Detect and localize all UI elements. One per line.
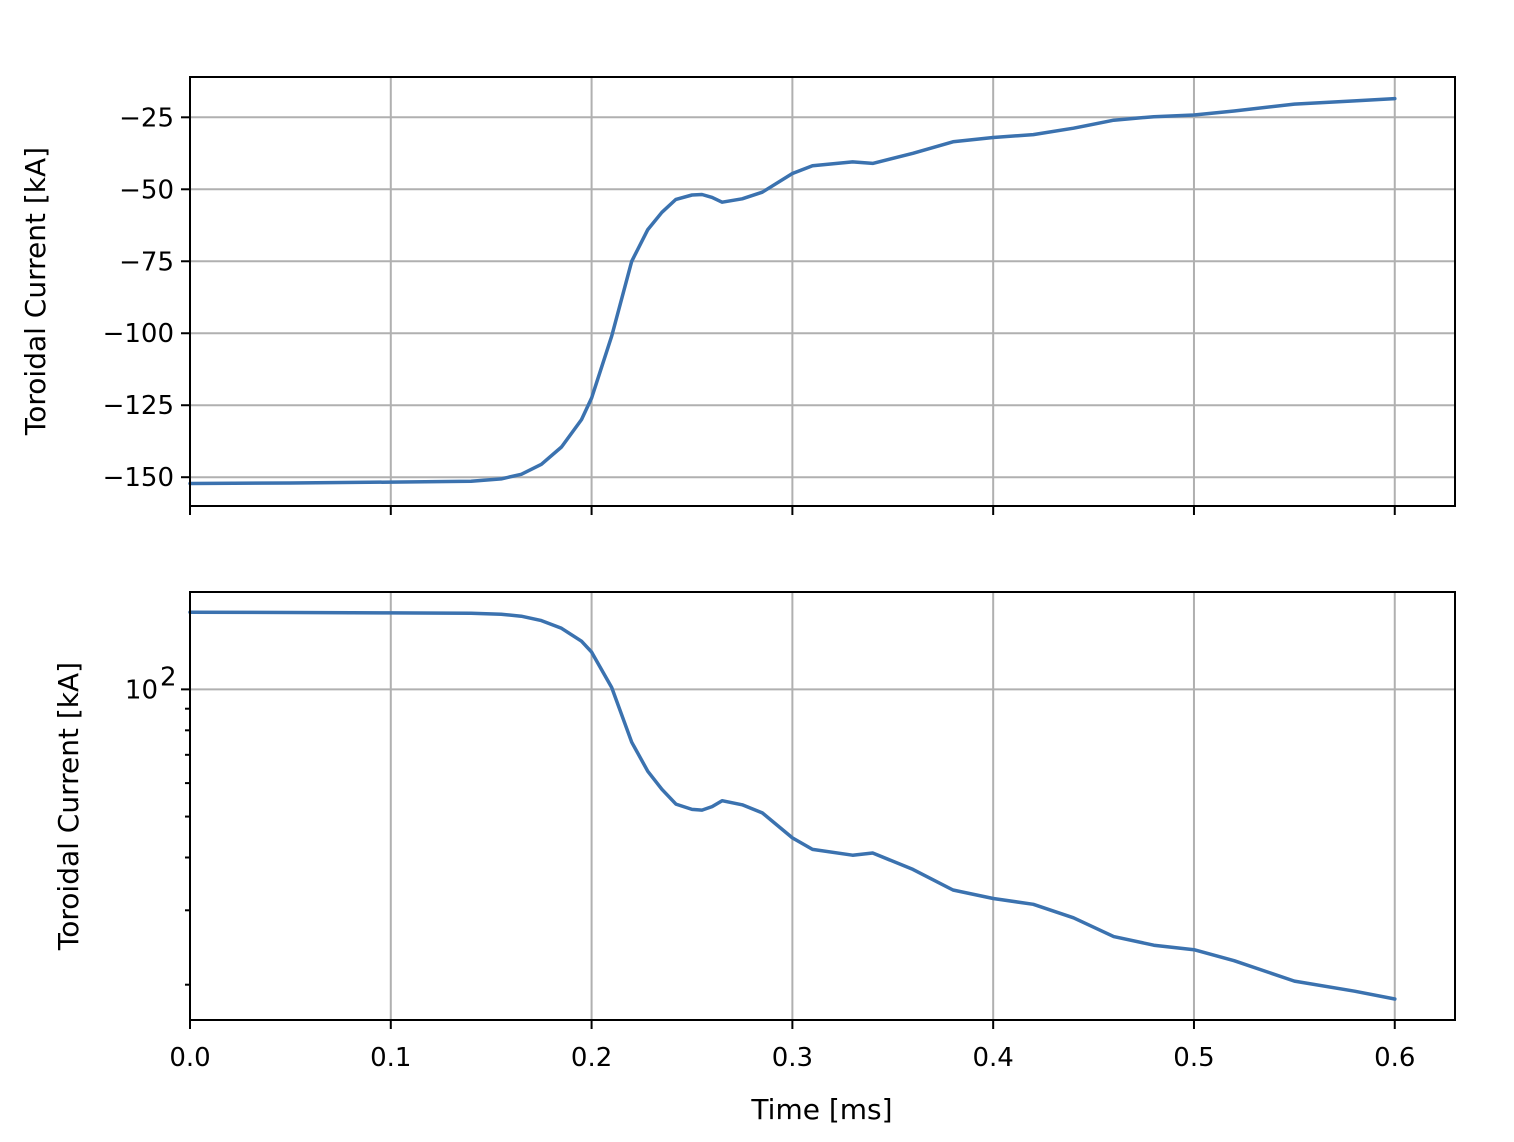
x-axis-label: Time [ms] (750, 1093, 892, 1126)
bottom-panel-log: 0.0 0.1 0.2 0.3 0.4 0.5 0.6 10 2 (125, 591, 1456, 1073)
top-panel-linear: −25 −50 −75 −100 −125 −150 (103, 76, 1456, 515)
top-y-tick-label: −75 (119, 247, 174, 277)
bottom-series-line (188, 610, 1397, 1001)
top-y-tick-label: −50 (119, 175, 174, 205)
top-y-tick-label: −100 (103, 319, 174, 349)
bottom-y-axis-label: Toroidal Current [kA] (52, 662, 85, 951)
bottom-axes-frame (189, 591, 1456, 1021)
bottom-x-tick-label: 0.3 (772, 1043, 813, 1073)
top-series-line (188, 96, 1397, 486)
bottom-y-tick-label: 10 (125, 675, 158, 705)
bottom-x-tick-label: 0.6 (1374, 1043, 1415, 1073)
bottom-x-tick-label: 0.4 (972, 1043, 1013, 1073)
bottom-y-tick-exponent: 2 (160, 662, 177, 692)
top-y-tick-label: −125 (103, 391, 174, 421)
top-y-axis-label: Toroidal Current [kA] (19, 147, 52, 436)
top-y-tick-label: −25 (119, 103, 174, 133)
top-axes-frame (189, 76, 1456, 507)
bottom-x-tick-label: 0.5 (1173, 1043, 1214, 1073)
bottom-x-tick-label: 0.2 (571, 1043, 612, 1073)
bottom-x-tick-label: 0.1 (370, 1043, 411, 1073)
top-y-tick-label: −150 (103, 463, 174, 493)
bottom-x-tick-label: 0.0 (169, 1043, 210, 1073)
